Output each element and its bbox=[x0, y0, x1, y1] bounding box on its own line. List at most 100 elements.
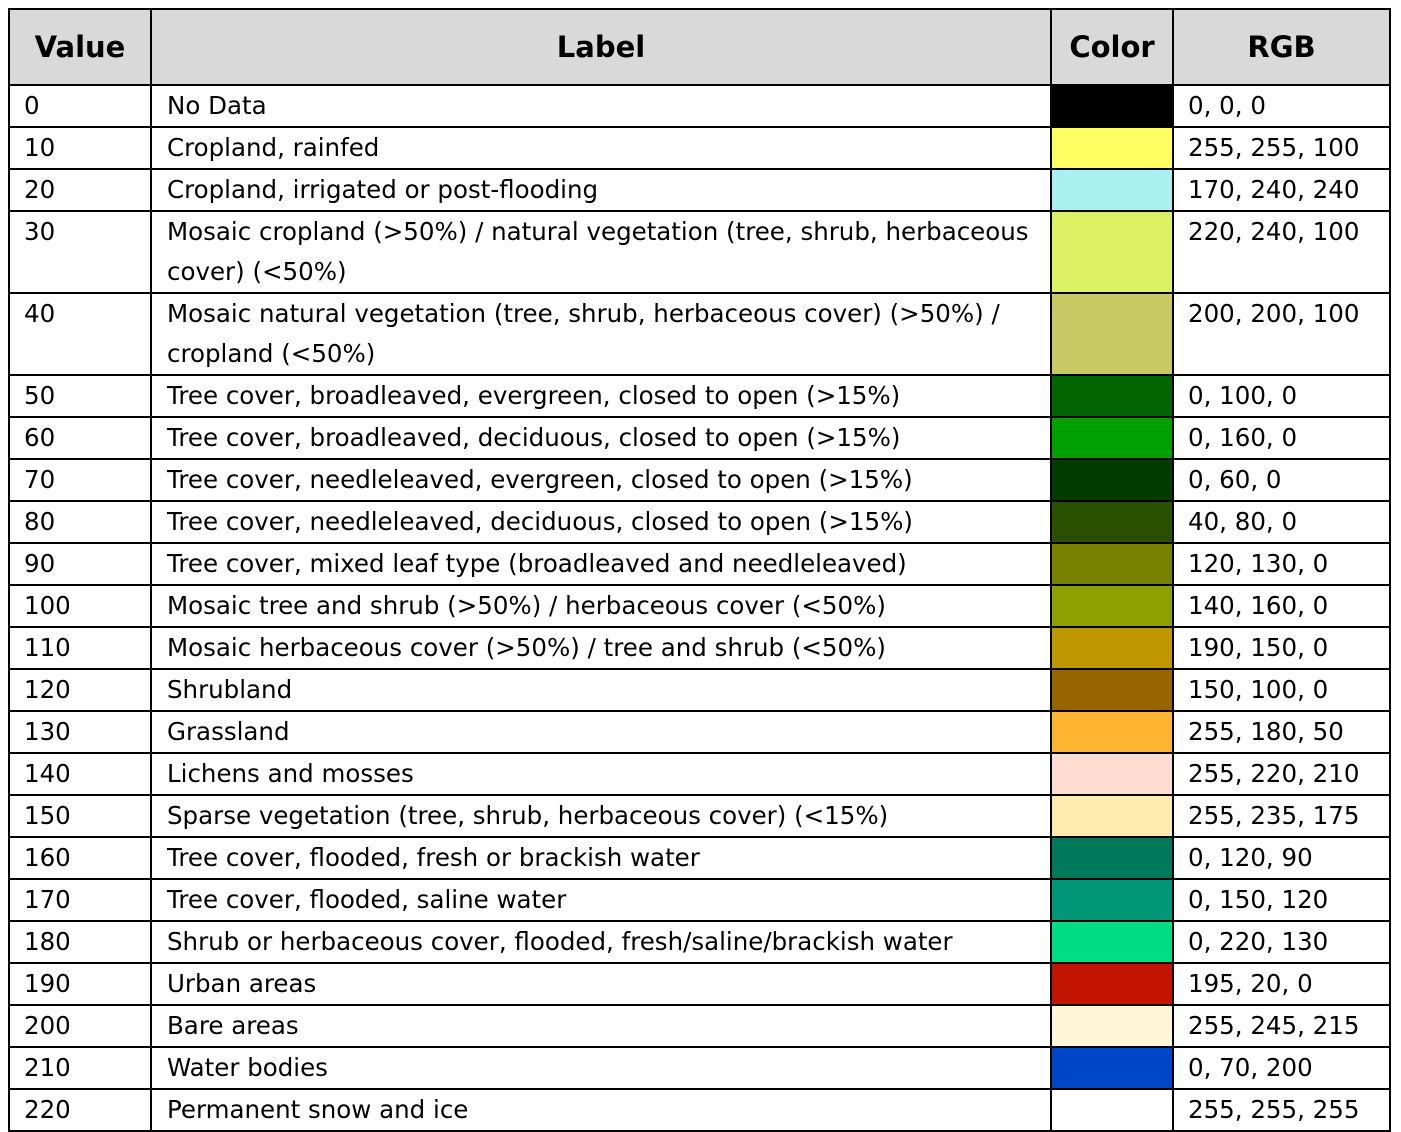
cell-label: Tree cover, broadleaved, evergreen, clos… bbox=[150, 374, 1052, 418]
color-swatch bbox=[1052, 128, 1172, 168]
cell-value: 180 bbox=[8, 920, 152, 964]
cell-color bbox=[1050, 710, 1174, 754]
color-swatch bbox=[1052, 170, 1172, 210]
cell-label: Tree cover, flooded, saline water bbox=[150, 878, 1052, 922]
cell-color bbox=[1050, 292, 1174, 376]
cell-color bbox=[1050, 126, 1174, 170]
cell-color bbox=[1050, 500, 1174, 544]
cell-rgb: 190, 150, 0 bbox=[1172, 626, 1391, 670]
table-row: 220 Permanent snow and ice 255, 255, 255 bbox=[8, 1088, 1391, 1132]
cell-color bbox=[1050, 1004, 1174, 1048]
cell-color bbox=[1050, 752, 1174, 796]
cell-label: Grassland bbox=[150, 710, 1052, 754]
cell-color bbox=[1050, 1046, 1174, 1090]
color-swatch bbox=[1052, 1006, 1172, 1046]
color-swatch bbox=[1052, 670, 1172, 710]
cell-rgb: 170, 240, 240 bbox=[1172, 168, 1391, 212]
color-swatch bbox=[1052, 212, 1172, 292]
table-row: 140 Lichens and mosses 255, 220, 210 bbox=[8, 752, 1391, 796]
cell-color bbox=[1050, 210, 1174, 294]
cell-label: Tree cover, broadleaved, deciduous, clos… bbox=[150, 416, 1052, 460]
cell-color bbox=[1050, 920, 1174, 964]
cell-label: Shrubland bbox=[150, 668, 1052, 712]
color-swatch bbox=[1052, 838, 1172, 878]
cell-rgb: 0, 220, 130 bbox=[1172, 920, 1391, 964]
header-value: Value bbox=[8, 8, 152, 86]
color-swatch bbox=[1052, 754, 1172, 794]
color-swatch bbox=[1052, 1090, 1172, 1130]
legend-body: 0 No Data 0, 0, 0 10 Cropland, rainfed 255, 2… bbox=[8, 84, 1391, 1132]
cell-rgb: 255, 255, 255 bbox=[1172, 1088, 1391, 1132]
cell-rgb: 140, 160, 0 bbox=[1172, 584, 1391, 628]
cell-value: 150 bbox=[8, 794, 152, 838]
color-swatch bbox=[1052, 544, 1172, 584]
table-row: 110 Mosaic herbaceous cover (>50%) / tree… bbox=[8, 626, 1391, 670]
cell-value: 50 bbox=[8, 374, 152, 418]
color-swatch bbox=[1052, 712, 1172, 752]
cell-label: No Data bbox=[150, 84, 1052, 128]
cell-rgb: 195, 20, 0 bbox=[1172, 962, 1391, 1006]
color-swatch bbox=[1052, 418, 1172, 458]
cell-value: 190 bbox=[8, 962, 152, 1006]
table-row: 190 Urban areas 195, 20, 0 bbox=[8, 962, 1391, 1006]
header-row: Value Label Color RGB bbox=[8, 8, 1391, 86]
cell-value: 170 bbox=[8, 878, 152, 922]
color-swatch bbox=[1052, 294, 1172, 374]
cell-rgb: 0, 120, 90 bbox=[1172, 836, 1391, 880]
color-swatch bbox=[1052, 880, 1172, 920]
cell-color bbox=[1050, 794, 1174, 838]
header-rgb: RGB bbox=[1172, 8, 1391, 86]
table-row: 10 Cropland, rainfed 255, 255, 100 bbox=[8, 126, 1391, 170]
cell-label: Tree cover, needleleaved, deciduous, clo… bbox=[150, 500, 1052, 544]
color-swatch bbox=[1052, 376, 1172, 416]
cell-label: Cropland, irrigated or post-flooding bbox=[150, 168, 1052, 212]
table-row: 50 Tree cover, broadleaved, evergreen, cl… bbox=[8, 374, 1391, 418]
cell-label: Mosaic natural vegetation (tree, shrub, … bbox=[150, 292, 1052, 376]
header-color: Color bbox=[1050, 8, 1174, 86]
cell-rgb: 255, 180, 50 bbox=[1172, 710, 1391, 754]
cell-value: 60 bbox=[8, 416, 152, 460]
cell-label: Lichens and mosses bbox=[150, 752, 1052, 796]
table-row: 170 Tree cover, flooded, saline water 0, 1… bbox=[8, 878, 1391, 922]
cell-value: 140 bbox=[8, 752, 152, 796]
cell-rgb: 0, 150, 120 bbox=[1172, 878, 1391, 922]
table-row: 80 Tree cover, needleleaved, deciduous, c… bbox=[8, 500, 1391, 544]
cell-rgb: 0, 60, 0 bbox=[1172, 458, 1391, 502]
cell-value: 90 bbox=[8, 542, 152, 586]
table-row: 60 Tree cover, broadleaved, deciduous, cl… bbox=[8, 416, 1391, 460]
cell-rgb: 0, 100, 0 bbox=[1172, 374, 1391, 418]
table-row: 40 Mosaic natural vegetation (tree, shrub… bbox=[8, 292, 1391, 376]
cell-value: 200 bbox=[8, 1004, 152, 1048]
cell-value: 80 bbox=[8, 500, 152, 544]
cell-label: Mosaic tree and shrub (>50%) / herbaceou… bbox=[150, 584, 1052, 628]
cell-value: 20 bbox=[8, 168, 152, 212]
color-swatch bbox=[1052, 796, 1172, 836]
color-swatch bbox=[1052, 586, 1172, 626]
cell-rgb: 0, 70, 200 bbox=[1172, 1046, 1391, 1090]
cell-rgb: 200, 200, 100 bbox=[1172, 292, 1391, 376]
cell-label: Water bodies bbox=[150, 1046, 1052, 1090]
color-swatch bbox=[1052, 1048, 1172, 1088]
color-swatch bbox=[1052, 628, 1172, 668]
table-row: 30 Mosaic cropland (>50%) / natural veget… bbox=[8, 210, 1391, 294]
cell-label: Mosaic cropland (>50%) / natural vegetat… bbox=[150, 210, 1052, 294]
cell-rgb: 255, 255, 100 bbox=[1172, 126, 1391, 170]
cell-label: Tree cover, mixed leaf type (broadleaved… bbox=[150, 542, 1052, 586]
table-row: 0 No Data 0, 0, 0 bbox=[8, 84, 1391, 128]
table-row: 90 Tree cover, mixed leaf type (broadleav… bbox=[8, 542, 1391, 586]
cell-color bbox=[1050, 374, 1174, 418]
cell-color bbox=[1050, 836, 1174, 880]
cell-rgb: 255, 235, 175 bbox=[1172, 794, 1391, 838]
cell-value: 130 bbox=[8, 710, 152, 754]
cell-color bbox=[1050, 542, 1174, 586]
cell-color bbox=[1050, 84, 1174, 128]
cell-value: 30 bbox=[8, 210, 152, 294]
cell-value: 160 bbox=[8, 836, 152, 880]
color-swatch bbox=[1052, 922, 1172, 962]
cell-rgb: 120, 130, 0 bbox=[1172, 542, 1391, 586]
color-swatch bbox=[1052, 502, 1172, 542]
cell-label: Shrub or herbaceous cover, flooded, fres… bbox=[150, 920, 1052, 964]
cell-value: 220 bbox=[8, 1088, 152, 1132]
color-swatch bbox=[1052, 964, 1172, 1004]
cell-color bbox=[1050, 1088, 1174, 1132]
